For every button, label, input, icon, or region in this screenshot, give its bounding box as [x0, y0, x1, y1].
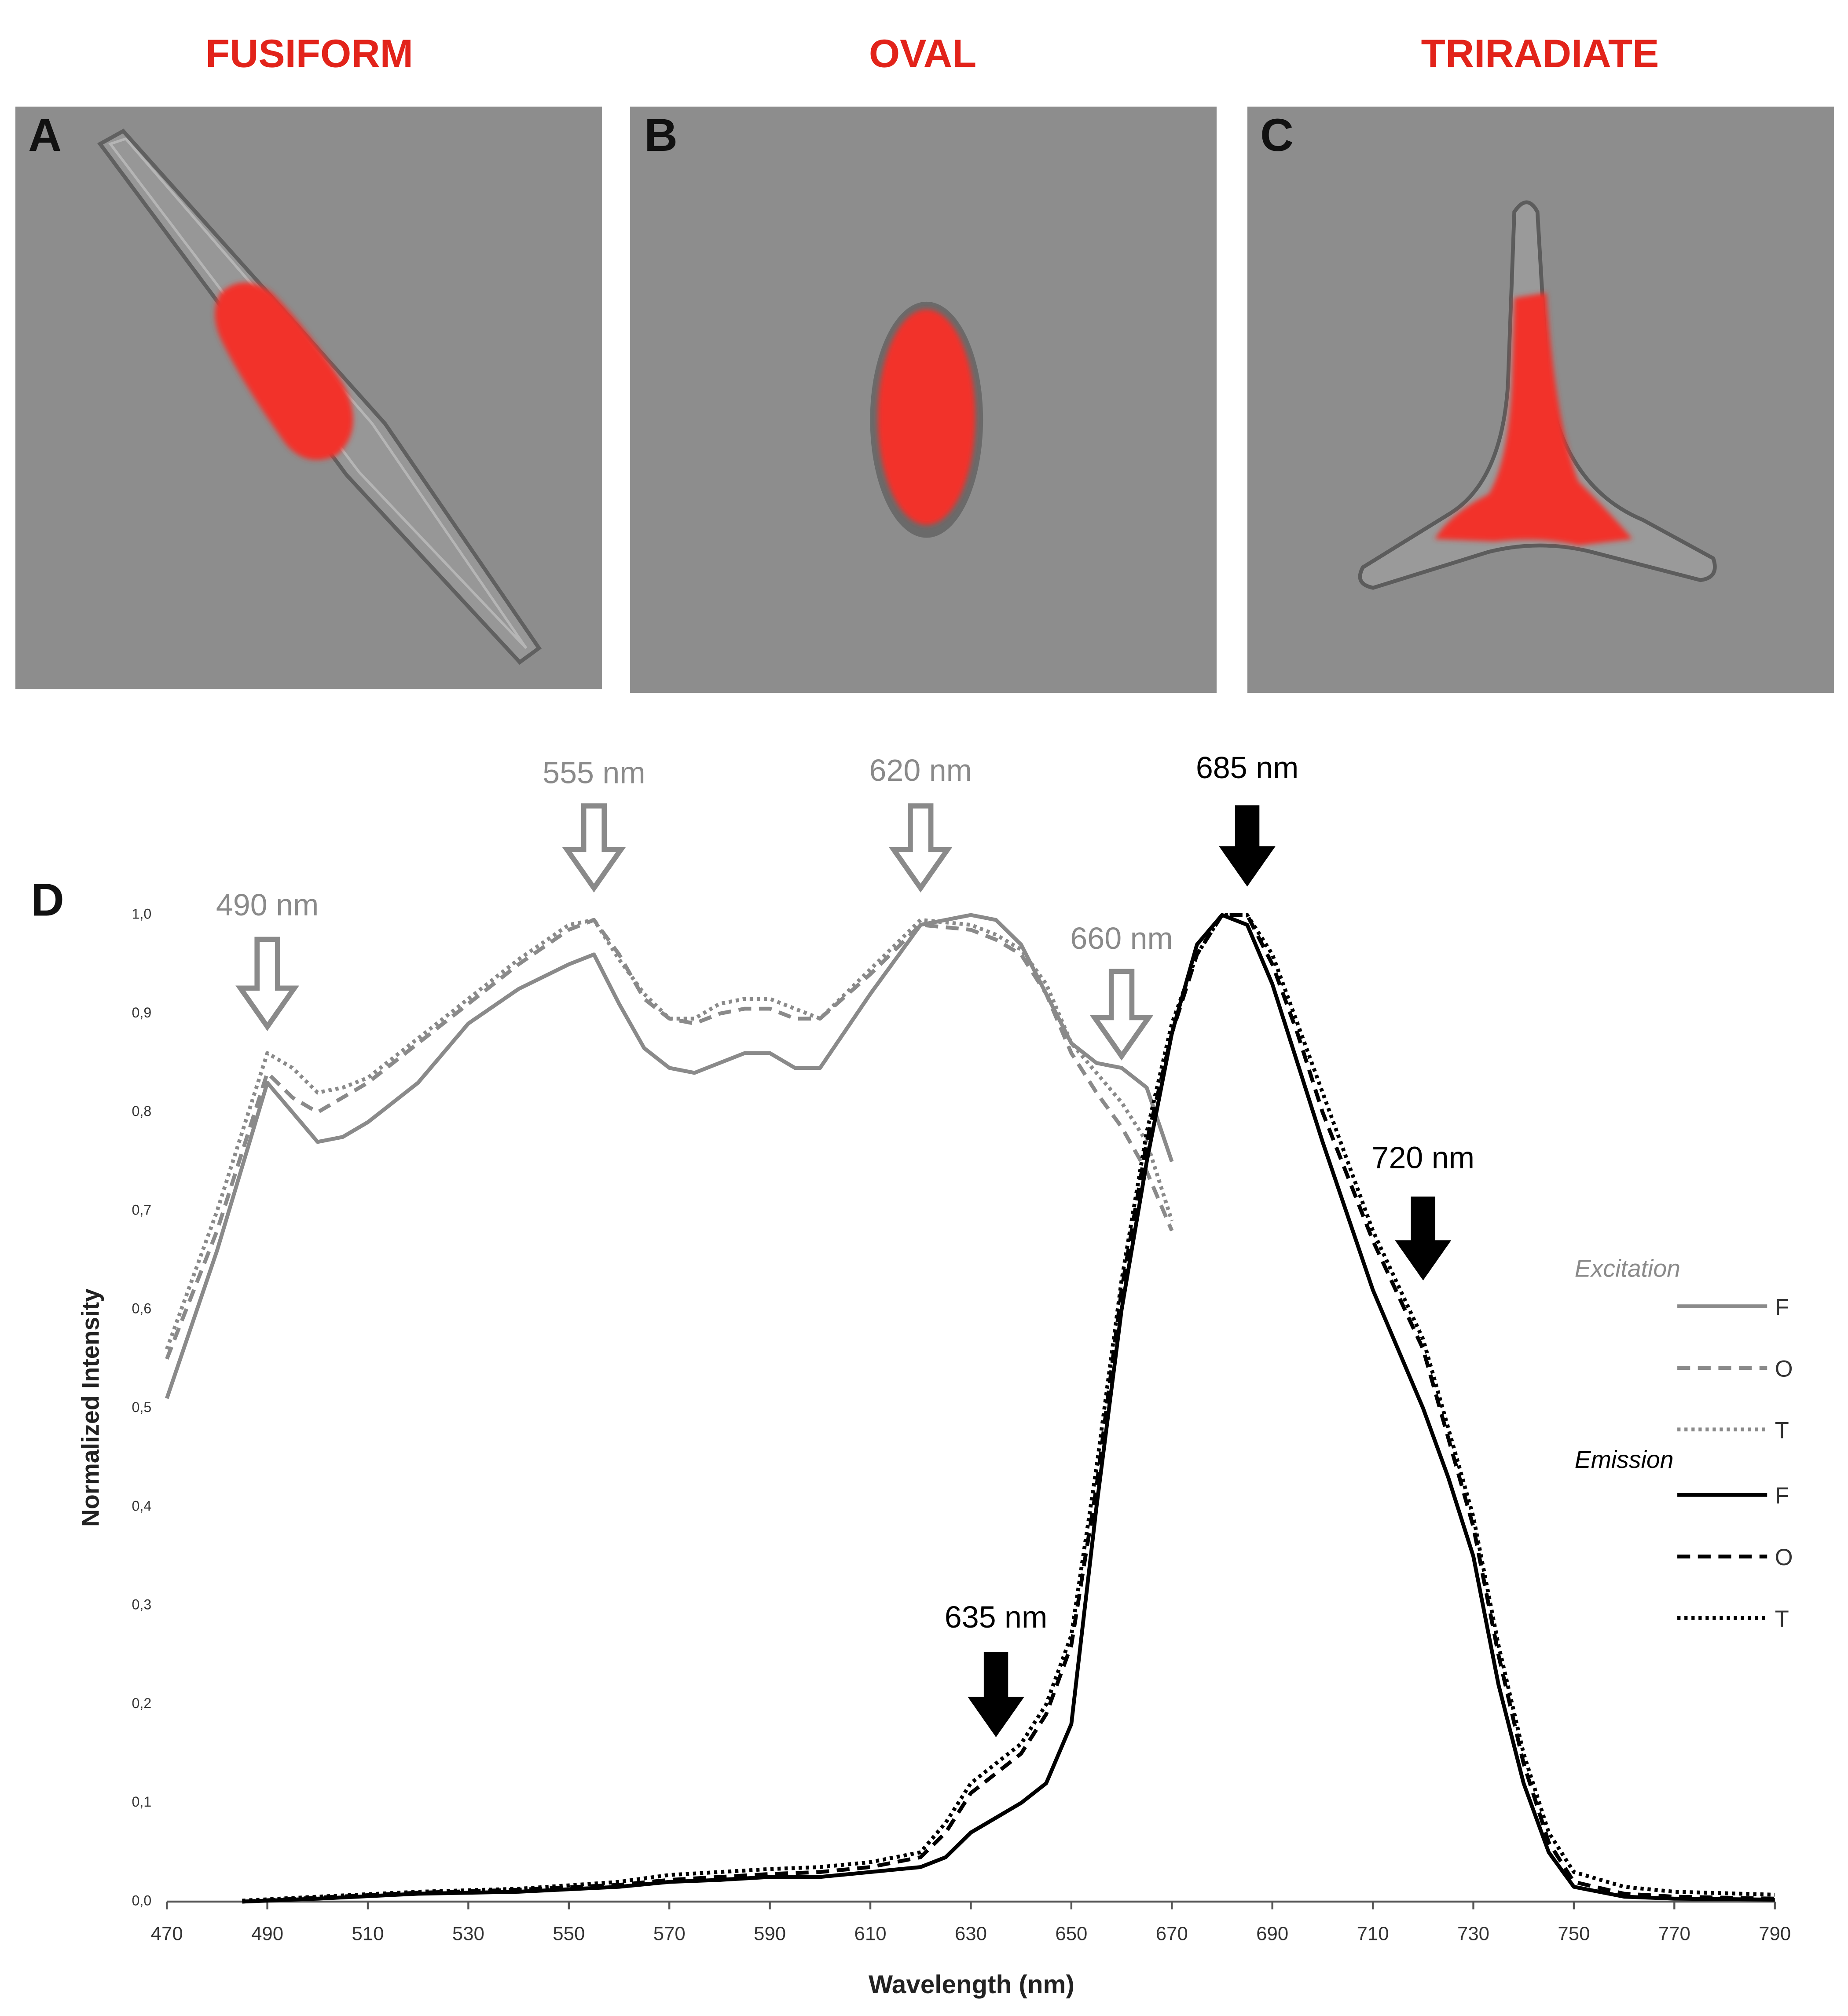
x-tick-label: 510	[352, 1923, 384, 1944]
y-tick-label: 0,8	[132, 1103, 152, 1119]
legend-label: T	[1775, 1417, 1789, 1443]
x-tick-label: 770	[1658, 1923, 1690, 1944]
x-axis-label: Wavelength (nm)	[869, 1970, 1074, 1999]
x-tick-label: 630	[955, 1923, 987, 1944]
y-tick-label: 0,9	[132, 1005, 152, 1021]
legend-label: O	[1775, 1544, 1793, 1570]
annotation-arrow	[1089, 969, 1154, 1061]
annotation: 620 nm	[869, 753, 972, 787]
panel-title: OVAL	[869, 32, 976, 76]
y-tick-label: 0,2	[132, 1695, 152, 1711]
y-tick-label: 0,0	[132, 1892, 152, 1908]
x-tick-label: 490	[251, 1923, 283, 1944]
series-line	[165, 918, 1174, 1350]
panel-letter: C	[1260, 110, 1294, 161]
series-line	[242, 913, 1775, 1904]
annotation: 685 nm	[1196, 750, 1298, 785]
legend-label: T	[1775, 1606, 1789, 1632]
panel-letter: A	[28, 110, 62, 161]
annotation-arrow	[888, 803, 953, 893]
x-tick-label: 550	[553, 1923, 585, 1944]
x-tick-label: 690	[1256, 1923, 1288, 1944]
x-tick-label: 570	[653, 1923, 686, 1944]
annotation-arrow	[968, 1652, 1024, 1738]
panel-letter: D	[31, 874, 64, 926]
x-tick-label: 590	[754, 1923, 786, 1944]
panel-letter: B	[644, 110, 678, 161]
x-tick-label: 610	[854, 1923, 887, 1944]
series-line	[242, 913, 1775, 1903]
legend-label: F	[1775, 1483, 1789, 1509]
panel-title: FUSIFORM	[205, 32, 413, 76]
y-tick-label: 0,4	[132, 1498, 152, 1514]
series-line	[165, 913, 1174, 1399]
y-tick-label: 0,6	[132, 1301, 152, 1317]
x-tick-label: 470	[151, 1923, 183, 1944]
annotation: 490 nm	[216, 888, 319, 922]
legend-group-title: Excitation	[1575, 1255, 1680, 1282]
legend-label: O	[1775, 1356, 1793, 1382]
annotation-arrow	[562, 803, 626, 893]
micrograph	[630, 106, 1217, 693]
legend-label: F	[1775, 1294, 1789, 1320]
annotation: 635 nm	[945, 1600, 1047, 1634]
micrograph	[1247, 106, 1834, 693]
panel-title: TRIRADIATE	[1421, 32, 1659, 76]
x-tick-label: 790	[1759, 1923, 1791, 1944]
y-tick-label: 0,1	[132, 1794, 152, 1810]
y-tick-label: 0,3	[132, 1597, 152, 1613]
y-tick-label: 0,7	[132, 1202, 152, 1218]
annotation-arrow	[1395, 1196, 1452, 1281]
y-tick-label: 1,0	[132, 906, 152, 922]
annotation: 660 nm	[1070, 921, 1173, 955]
series-line	[242, 913, 1775, 1904]
annotation: 555 nm	[543, 756, 645, 790]
x-tick-label: 670	[1156, 1923, 1188, 1944]
x-tick-label: 650	[1055, 1923, 1087, 1944]
annotation-arrow	[235, 937, 300, 1031]
x-tick-label: 530	[452, 1923, 484, 1944]
x-tick-label: 730	[1457, 1923, 1489, 1944]
annotation-arrow	[1219, 805, 1276, 887]
y-axis-label: Normalized Intensity	[77, 1288, 104, 1527]
legend-group-title: Emission	[1575, 1446, 1674, 1473]
series-line	[165, 918, 1174, 1360]
x-tick-label: 750	[1558, 1923, 1590, 1944]
y-tick-label: 0,5	[132, 1399, 152, 1415]
micrograph	[15, 106, 602, 689]
annotation: 720 nm	[1372, 1141, 1474, 1175]
x-tick-label: 710	[1357, 1923, 1389, 1944]
